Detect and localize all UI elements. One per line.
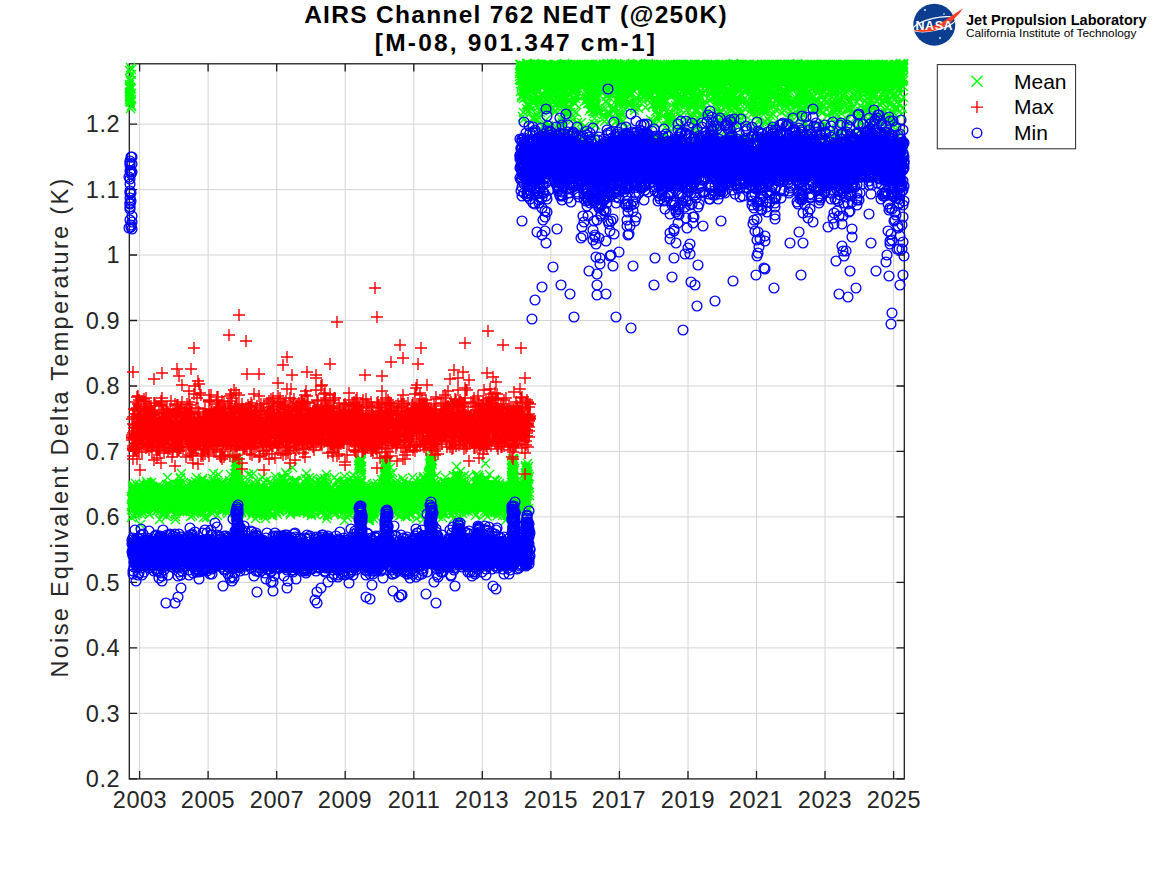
svg-text:2011: 2011	[388, 787, 441, 813]
svg-text:2013: 2013	[455, 787, 509, 813]
svg-text:0.5: 0.5	[86, 570, 120, 596]
svg-text:0.7: 0.7	[86, 439, 120, 465]
svg-text:0.8: 0.8	[86, 373, 120, 399]
svg-text:1: 1	[106, 242, 120, 268]
svg-text:2015: 2015	[524, 787, 578, 813]
svg-text:Jet Propulsion Laboratory: Jet Propulsion Laboratory	[966, 12, 1146, 28]
svg-text:2007: 2007	[250, 787, 304, 813]
svg-text:0.6: 0.6	[86, 504, 120, 530]
svg-text:0.4: 0.4	[86, 635, 120, 661]
svg-text:2009: 2009	[318, 787, 372, 813]
svg-text:California Institute of Techno: California Institute of Technology	[966, 26, 1136, 40]
svg-text:Min: Min	[1014, 121, 1048, 144]
svg-text:Max: Max	[1014, 95, 1054, 118]
svg-text:2017: 2017	[592, 787, 646, 813]
svg-text:1.2: 1.2	[86, 111, 120, 137]
svg-text:2003: 2003	[113, 787, 167, 813]
svg-text:Mean: Mean	[1014, 70, 1067, 93]
svg-text:Noise Equivalent Delta Tempera: Noise Equivalent Delta Temperature (K)	[47, 176, 73, 677]
svg-text:2019: 2019	[661, 787, 715, 813]
svg-text:0.2: 0.2	[86, 766, 120, 792]
svg-text:0.9: 0.9	[86, 308, 120, 334]
svg-text:2023: 2023	[798, 787, 852, 813]
svg-text:AIRS Channel 762 NEdT (@250K): AIRS Channel 762 NEdT (@250K)	[304, 1, 728, 28]
svg-text:2025: 2025	[867, 787, 921, 813]
svg-text:2021: 2021	[729, 787, 783, 813]
svg-text:[M-08, 901.347 cm-1]: [M-08, 901.347 cm-1]	[375, 29, 657, 56]
svg-text:0.3: 0.3	[86, 701, 120, 727]
svg-text:NASA: NASA	[915, 19, 953, 33]
svg-text:2005: 2005	[181, 787, 235, 813]
svg-text:1.1: 1.1	[86, 177, 120, 203]
